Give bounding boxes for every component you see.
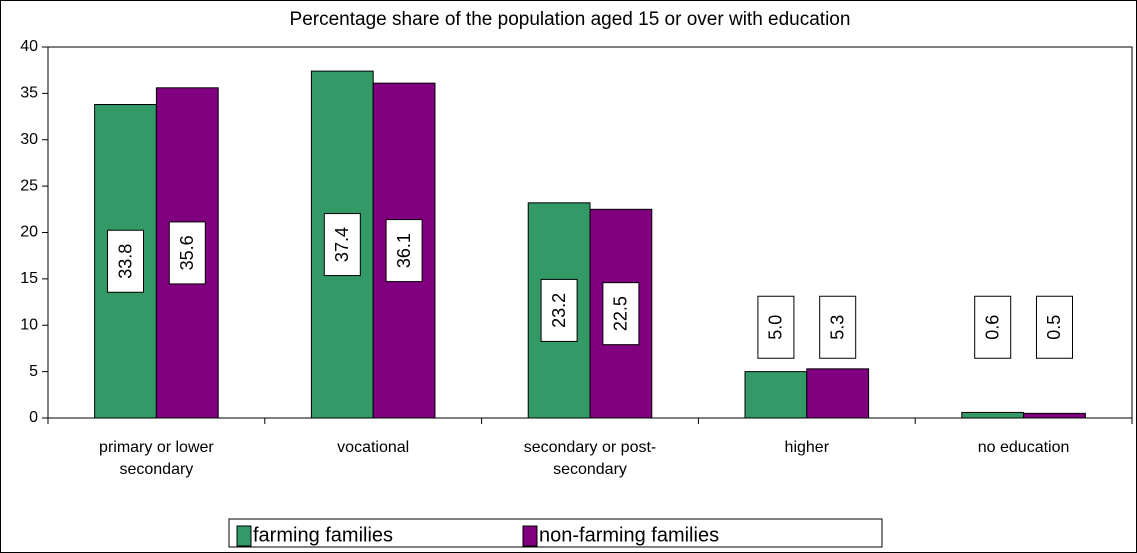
legend-swatch [522, 525, 538, 547]
data-label-text: 0.6 [982, 315, 1002, 340]
data-label-box [974, 295, 1012, 359]
legend-label: non-farming families [539, 524, 719, 546]
bar [744, 371, 808, 419]
data-label-text: 5.3 [827, 315, 847, 340]
y-tick-label: 0 [29, 409, 38, 426]
data-label-box [385, 219, 423, 283]
data-label-box [757, 295, 795, 359]
data-label-text: 37.4 [332, 227, 352, 262]
legend-label: farming families [253, 524, 393, 546]
data-label: 0.6 [974, 295, 1012, 359]
y-tick-label: 15 [20, 270, 38, 287]
data-label-text: 5.0 [766, 315, 786, 340]
y-tick-label: 5 [29, 363, 38, 380]
data-label-box [1035, 295, 1073, 359]
data-label: 36.1 [385, 219, 423, 283]
data-label-text: 36.1 [394, 233, 414, 268]
data-label: 23.2 [540, 278, 578, 342]
data-label-box [819, 295, 857, 359]
x-tick-label: primary or lower secondary [99, 439, 214, 478]
y-tick-label: 25 [20, 177, 38, 194]
data-label-text: 0.5 [1044, 315, 1064, 340]
data-label: 5.0 [757, 295, 795, 359]
data-label-box [602, 282, 640, 346]
x-tick-label: vocational [337, 439, 410, 456]
data-label: 5.3 [819, 295, 857, 359]
data-label-text: 35.6 [177, 235, 197, 270]
y-tick-label: 40 [20, 38, 38, 55]
legend-swatch [236, 525, 252, 547]
data-label: 33.8 [107, 229, 145, 293]
x-tick-label: no education [977, 439, 1070, 456]
y-tick-label: 10 [20, 316, 38, 333]
y-tick-label: 20 [20, 224, 38, 241]
x-tick-label: secondary or post-secondary [523, 439, 657, 478]
y-tick-label: 30 [20, 131, 38, 148]
data-label-box [540, 278, 578, 342]
data-label-box [323, 213, 361, 277]
chart-title: Percentage share of the population aged … [290, 9, 851, 30]
bar [806, 368, 870, 419]
data-label-text: 33.8 [115, 244, 135, 279]
data-label: 22.5 [602, 282, 640, 346]
data-label-box [168, 221, 206, 285]
legend [228, 518, 883, 548]
bar [1023, 412, 1086, 419]
data-label: 37.4 [323, 213, 361, 277]
data-label-text: 22.5 [611, 296, 631, 331]
x-tick-label: higher [784, 439, 830, 456]
data-label: 35.6 [168, 221, 206, 285]
data-label-box [107, 229, 145, 293]
data-label-text: 23.2 [549, 293, 569, 328]
data-label: 0.5 [1035, 295, 1073, 359]
y-tick-label: 35 [20, 85, 38, 102]
bar [961, 411, 1025, 419]
